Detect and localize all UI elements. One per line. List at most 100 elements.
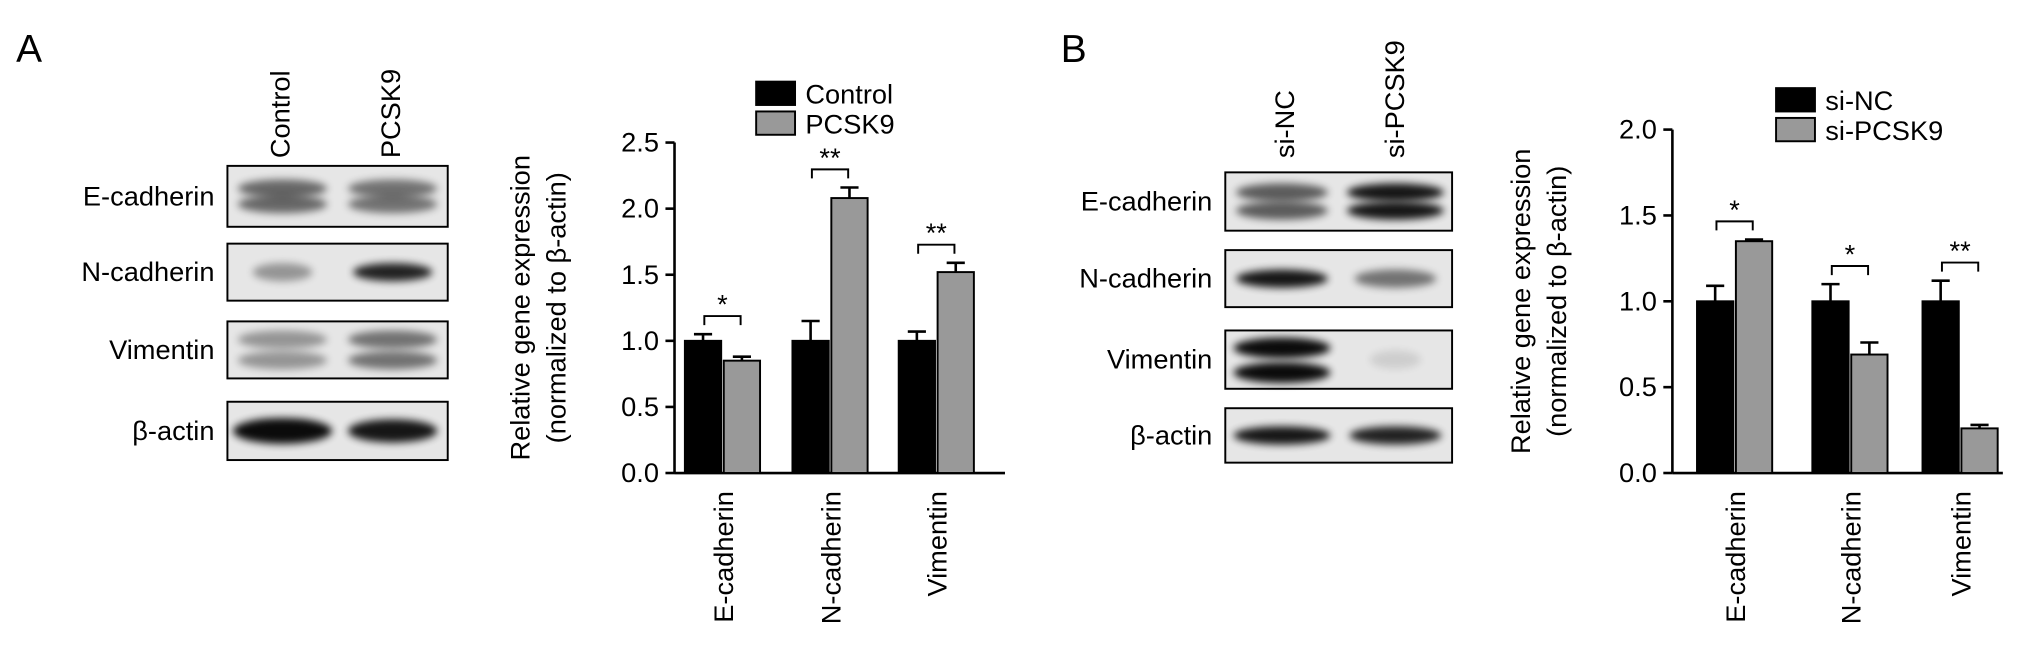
bar <box>830 197 869 474</box>
row-label: Vimentin <box>109 334 214 365</box>
significance-label: ** <box>819 142 841 173</box>
row-label: Vimentin <box>1107 344 1212 375</box>
blot-band <box>1369 350 1421 369</box>
y-tick-label: 1.5 <box>1619 200 1657 231</box>
row-label: E-cadherin <box>83 180 215 211</box>
y-axis-label: (normalized to β-actin) <box>1541 166 1572 437</box>
significance-label: * <box>1845 238 1856 269</box>
error-bar <box>801 319 820 341</box>
y-tick-label: 2.5 <box>621 127 659 158</box>
significance-bracket <box>810 168 850 179</box>
bar <box>791 339 830 474</box>
x-tick-label: Vimentin <box>1945 491 1976 596</box>
y-tick-label: 1.5 <box>621 259 659 290</box>
error-bar <box>840 186 859 199</box>
significance-bracket <box>1715 220 1754 231</box>
y-tick-label: 2.0 <box>621 193 659 224</box>
blot-band <box>237 195 328 214</box>
blot-band <box>252 263 313 282</box>
significance-bracket <box>917 243 956 254</box>
blot-band <box>1349 426 1442 445</box>
y-tick-label: 0.5 <box>1619 371 1657 402</box>
legend-label: si-PCSK9 <box>1825 115 1943 146</box>
blot-band <box>348 330 438 349</box>
bar <box>1734 240 1774 474</box>
bar <box>1921 300 1960 474</box>
bar <box>1960 427 1999 474</box>
error-bar <box>1860 341 1879 355</box>
blot-band <box>232 417 333 444</box>
blot-band <box>237 330 328 349</box>
blot-frame <box>226 320 449 380</box>
bar <box>1696 300 1735 474</box>
blot-band <box>1354 269 1437 288</box>
x-tick-label: E-cadherin <box>708 491 739 623</box>
significance-label: ** <box>1949 235 1971 266</box>
legend-label: PCSK9 <box>805 108 894 139</box>
row-label: N-cadherin <box>1079 263 1212 294</box>
row-label: β-actin <box>1130 420 1212 451</box>
y-tick-label: 1.0 <box>621 325 659 356</box>
lane-label: Control <box>265 70 296 158</box>
lane-label: si-NC <box>1269 90 1300 158</box>
legend-label: si-NC <box>1825 85 1893 116</box>
lane-label: si-PCSK9 <box>1379 40 1410 158</box>
y-axis-label: (normalized to β-actin) <box>541 172 572 443</box>
significance-label: * <box>1729 194 1740 225</box>
y-tick-label: 0.5 <box>621 391 659 422</box>
row-label: β-actin <box>132 415 214 446</box>
bar <box>936 271 975 474</box>
x-tick-label: N-cadherin <box>815 491 846 624</box>
y-tick-label: 0.0 <box>621 457 659 488</box>
x-tick-label: Vimentin <box>922 491 953 596</box>
error-bar <box>1744 238 1764 242</box>
error-bar <box>907 330 926 341</box>
error-bar <box>946 261 965 273</box>
error-bar <box>693 332 713 341</box>
blot-band <box>1236 183 1328 202</box>
blot-band <box>352 263 433 282</box>
blot-band <box>1346 201 1444 220</box>
error-bar <box>1931 279 1950 302</box>
legend-swatch <box>755 80 797 106</box>
panel-label: A <box>16 28 42 71</box>
blot-band <box>1346 183 1444 202</box>
error-bar <box>1706 284 1725 302</box>
lane-label: PCSK9 <box>375 69 406 158</box>
panel-label: B <box>1061 28 1087 71</box>
blot-band <box>1233 337 1331 359</box>
blot-band <box>1233 426 1331 445</box>
error-bar <box>732 355 751 361</box>
legend-swatch <box>755 110 797 136</box>
error-bar <box>1821 282 1840 302</box>
significance-bracket <box>703 315 742 326</box>
significance-bracket <box>1830 265 1870 276</box>
y-axis-label: Relative gene expression <box>1505 149 1536 454</box>
legend-swatch <box>1775 87 1816 113</box>
row-label: N-cadherin <box>81 256 214 287</box>
y-tick-label: 1.0 <box>1619 285 1657 316</box>
blot-band <box>1236 269 1328 288</box>
x-tick-label: N-cadherin <box>1835 491 1866 624</box>
row-label: E-cadherin <box>1081 186 1213 217</box>
bar <box>1811 300 1850 474</box>
y-tick-label: 2.0 <box>1619 114 1657 145</box>
blot-band <box>348 179 438 198</box>
y-axis-label: Relative gene expression <box>504 155 535 460</box>
blot-frame <box>1224 171 1454 232</box>
blot-band <box>237 351 328 370</box>
significance-label: * <box>717 288 728 319</box>
bar <box>722 359 762 474</box>
blot-band <box>348 195 438 214</box>
bar <box>683 339 723 474</box>
y-tick-label: 0.0 <box>1619 457 1657 488</box>
legend-swatch <box>1775 116 1816 143</box>
error-bar <box>1970 423 1989 429</box>
significance-bracket <box>1940 261 1980 272</box>
blot-band <box>237 179 328 198</box>
significance-label: ** <box>926 217 948 248</box>
blot-band <box>348 419 438 443</box>
x-tick-label: E-cadherin <box>1720 491 1751 623</box>
bar <box>1850 353 1889 474</box>
